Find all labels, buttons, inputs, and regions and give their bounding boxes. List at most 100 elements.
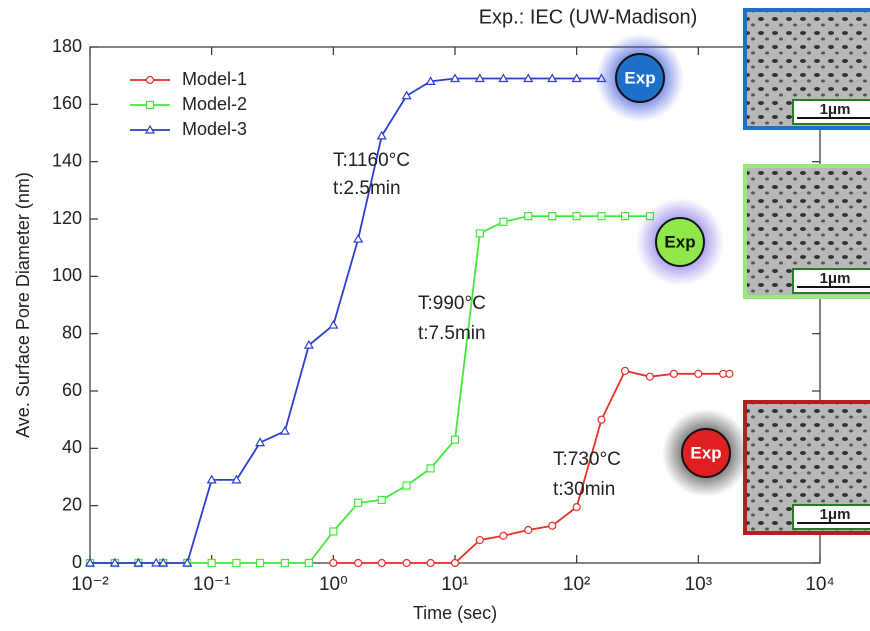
y-tick-label: 180 <box>52 36 82 56</box>
x-tick-label: 10² <box>563 574 590 595</box>
marker <box>145 100 155 110</box>
x-tick-label: 10⁰ <box>319 574 348 595</box>
marker <box>426 464 435 473</box>
marker <box>231 474 242 484</box>
marker <box>109 557 120 567</box>
marker <box>133 557 144 567</box>
marker <box>450 558 460 568</box>
marker <box>474 73 485 83</box>
marker <box>401 90 412 100</box>
exp-label: Exp <box>624 68 655 87</box>
chart-title: Exp.: IEC (UW-Madison) <box>479 6 698 28</box>
marker <box>145 75 155 85</box>
marker <box>571 73 582 83</box>
marker <box>548 521 557 530</box>
marker <box>329 527 338 536</box>
marker <box>353 233 364 243</box>
marker <box>620 212 630 221</box>
marker <box>328 319 339 329</box>
marker <box>376 130 387 140</box>
marker <box>207 558 216 568</box>
marker <box>402 481 411 490</box>
exp-bubble <box>655 217 705 267</box>
annotation: T:730°C <box>553 449 621 470</box>
y-axis-label: Ave. Surface Pore Diameter (nm) <box>13 172 33 438</box>
marker <box>524 525 533 535</box>
marker <box>304 558 314 568</box>
marker <box>182 557 193 567</box>
exp-label: Exp <box>690 443 721 462</box>
marker <box>329 558 338 568</box>
marker <box>158 557 169 567</box>
marker <box>645 372 655 381</box>
y-tick-label: 40 <box>62 437 82 457</box>
marker <box>449 73 461 83</box>
marker <box>280 558 290 568</box>
y-tick-label: 140 <box>52 150 82 170</box>
marker <box>669 369 679 378</box>
y-tick-label: 80 <box>62 322 82 342</box>
y-tick-label: 160 <box>52 93 82 113</box>
exp-bubble <box>681 428 731 478</box>
marker <box>426 558 435 568</box>
scale-label: 1μm <box>820 101 851 118</box>
legend-label: Model-2 <box>182 94 247 114</box>
marker <box>354 558 363 568</box>
scale-label: 1μm <box>820 506 851 523</box>
series-line <box>90 215 650 564</box>
marker <box>548 212 557 221</box>
marker <box>151 557 162 567</box>
marker <box>499 217 508 226</box>
marker <box>547 73 558 83</box>
scale-box <box>792 504 870 530</box>
y-tick-label: 60 <box>62 380 82 400</box>
marker <box>572 212 581 221</box>
annotation: T:990°C <box>418 293 486 314</box>
x-tick-label: 10⁻² <box>71 574 109 595</box>
y-tick-label: 120 <box>52 208 82 228</box>
marker <box>206 474 217 484</box>
marker <box>523 73 534 83</box>
x-tick-label: 10¹ <box>441 574 468 595</box>
marker <box>303 339 314 349</box>
marker <box>499 531 508 540</box>
y-tick-label: 100 <box>52 265 82 285</box>
marker <box>425 76 436 85</box>
exp-label: Exp <box>664 232 695 251</box>
scale-box <box>792 268 870 294</box>
annotation: T:1160°C <box>333 150 410 171</box>
y-tick-label: 20 <box>62 494 82 514</box>
marker <box>620 366 630 376</box>
marker <box>279 425 290 435</box>
marker <box>725 369 734 378</box>
x-axis-label: Time (sec) <box>413 603 497 623</box>
marker <box>572 503 581 512</box>
marker <box>597 415 606 424</box>
marker <box>597 212 606 221</box>
legend-label: Model-1 <box>182 69 247 89</box>
y-tick-label: 0 <box>72 552 82 572</box>
annotation: t:30min <box>553 479 615 500</box>
marker <box>232 558 241 568</box>
scale-label: 1μm <box>820 270 851 287</box>
annotation: t:2.5min <box>333 178 401 199</box>
marker <box>84 557 96 567</box>
marker <box>377 495 386 505</box>
annotation: t:7.5min <box>418 323 486 344</box>
marker <box>377 558 386 568</box>
scale-box <box>792 99 870 125</box>
legend-label: Model-3 <box>182 119 247 139</box>
marker <box>402 558 411 568</box>
exp-bubble <box>615 53 665 103</box>
marker <box>255 558 265 568</box>
x-tick-label: 10⁻¹ <box>193 574 231 595</box>
x-tick-label: 10⁴ <box>805 574 834 595</box>
marker <box>255 437 266 447</box>
marker <box>498 73 509 83</box>
marker <box>475 535 484 545</box>
marker <box>450 435 460 444</box>
marker <box>524 212 533 221</box>
marker <box>144 124 156 134</box>
marker <box>694 369 703 378</box>
